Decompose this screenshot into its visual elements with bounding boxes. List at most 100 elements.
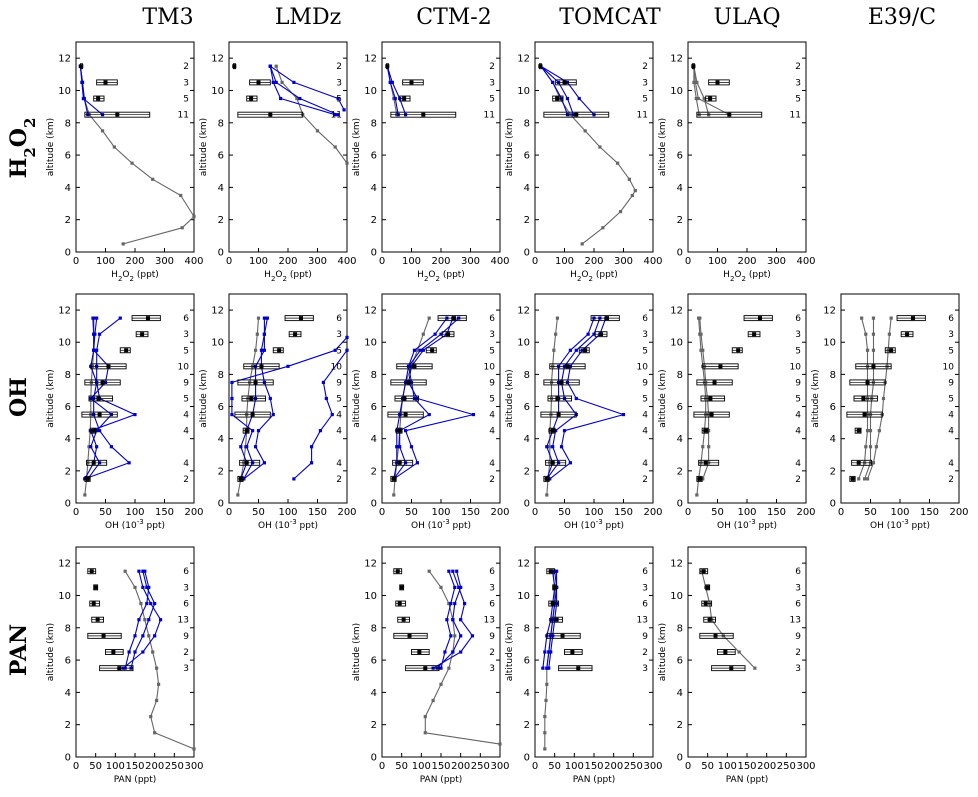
obs-median bbox=[256, 80, 261, 85]
model-marker bbox=[409, 445, 414, 449]
obs-median bbox=[865, 380, 870, 385]
model-marker bbox=[143, 569, 147, 573]
obs-median bbox=[715, 80, 720, 85]
obs-count-label: 10 bbox=[790, 362, 802, 372]
obs-count-label: 5 bbox=[489, 346, 495, 356]
y-tick-label: 12 bbox=[58, 559, 71, 570]
model-marker bbox=[271, 80, 275, 84]
obs-median bbox=[718, 364, 723, 369]
y-tick-label: 10 bbox=[823, 338, 836, 349]
y-axis-label: altitude (km) bbox=[199, 118, 209, 176]
y-tick-label: 2 bbox=[65, 215, 71, 226]
y-tick-label: 4 bbox=[65, 183, 71, 194]
model-marker bbox=[92, 332, 96, 336]
obs-count-label: 2 bbox=[489, 62, 495, 72]
y-axis-label: altitude (km) bbox=[352, 369, 362, 427]
model-marker bbox=[80, 80, 84, 84]
model-marker bbox=[871, 461, 876, 465]
model-marker bbox=[577, 96, 581, 101]
model-marker bbox=[137, 618, 141, 622]
panel-h2o2-ctm2: 0 100 200 300 400 0 2 4 6 8 10 12 H2O2 (ppt) altitude… bbox=[352, 41, 510, 283]
model-marker bbox=[133, 650, 137, 654]
y-tick-label: 6 bbox=[524, 402, 530, 413]
model-marker bbox=[92, 316, 96, 320]
y-tick-label: 0 bbox=[218, 248, 224, 259]
y-axis-label: altitude (km) bbox=[505, 118, 515, 176]
model-marker bbox=[453, 585, 457, 589]
model-marker bbox=[137, 569, 141, 573]
obs-median bbox=[293, 332, 298, 337]
x-tick-label: 100 bbox=[555, 256, 574, 267]
y-tick-label: 0 bbox=[65, 499, 71, 510]
model-marker bbox=[265, 316, 269, 320]
model-marker bbox=[256, 429, 261, 433]
y-tick-label: 2 bbox=[677, 215, 683, 226]
x-tick-label: 100 bbox=[125, 507, 144, 518]
model-marker bbox=[321, 380, 325, 385]
model-marker bbox=[318, 429, 323, 433]
obs-count-label: 5 bbox=[642, 346, 648, 356]
model-line bbox=[393, 317, 430, 496]
model-marker bbox=[544, 698, 548, 703]
obs-median bbox=[95, 617, 100, 622]
x-axis-label: PAN (ppt) bbox=[114, 775, 157, 785]
y-tick-label: 2 bbox=[371, 466, 377, 477]
model-marker bbox=[310, 445, 314, 449]
obs-count-label: 6 bbox=[489, 567, 495, 577]
y-tick-label: 8 bbox=[830, 370, 836, 381]
model-marker bbox=[545, 682, 549, 686]
x-tick-label: 400 bbox=[796, 256, 815, 267]
x-tick-label: 200 bbox=[604, 761, 623, 772]
obs-count-label: 6 bbox=[489, 600, 495, 610]
x-tick-label: 200 bbox=[584, 256, 603, 267]
obs-count-label: 2 bbox=[336, 62, 342, 72]
obs-count-label: 5 bbox=[183, 346, 189, 356]
obs-median bbox=[85, 476, 90, 481]
y-axis-label: altitude (km) bbox=[46, 623, 56, 681]
x-axis-label: PAN (ppt) bbox=[420, 775, 463, 785]
model-marker bbox=[868, 445, 873, 449]
model-marker bbox=[871, 316, 876, 320]
obs-count-label: 5 bbox=[795, 346, 801, 356]
y-tick-label: 12 bbox=[823, 306, 836, 317]
y-tick-label: 10 bbox=[364, 86, 377, 97]
obs-count-label: 11 bbox=[178, 111, 189, 121]
panel-pan-tm3: 0 50 100 150 200 250 300 0 2 4 6 8 10 12 PAN (ppt) alti… bbox=[46, 546, 204, 785]
model-marker bbox=[447, 601, 451, 606]
y-tick-label: 0 bbox=[677, 499, 683, 510]
obs-median bbox=[244, 428, 249, 433]
x-axis-label: H2O2 (ppt) bbox=[417, 270, 465, 283]
model-marker bbox=[292, 477, 296, 481]
plot-frame bbox=[687, 41, 807, 253]
obs-median bbox=[555, 396, 560, 401]
obs-median bbox=[556, 412, 561, 417]
model-marker bbox=[153, 731, 157, 735]
model-line bbox=[84, 318, 95, 496]
obs-count-label: 2 bbox=[642, 475, 648, 485]
obs-count-label: 9 bbox=[795, 632, 801, 642]
obs-median bbox=[406, 380, 411, 385]
model-line bbox=[124, 570, 195, 750]
obs-median bbox=[93, 585, 98, 590]
model-marker bbox=[180, 226, 184, 230]
y-tick-label: 12 bbox=[670, 559, 683, 570]
y-axis-label: altitude (km) bbox=[46, 118, 56, 176]
obs-count-label: 2 bbox=[489, 648, 495, 658]
obs-median bbox=[708, 96, 713, 101]
model-marker bbox=[627, 177, 631, 181]
y-tick-label: 6 bbox=[218, 151, 224, 162]
x-tick-label: 300 bbox=[767, 256, 786, 267]
model-line bbox=[696, 318, 707, 496]
x-tick-label: 250 bbox=[624, 761, 643, 772]
model-marker bbox=[459, 634, 463, 638]
y-tick-label: 6 bbox=[65, 656, 71, 667]
obs-median bbox=[451, 316, 456, 321]
model-marker bbox=[118, 316, 122, 320]
obs-count-label: 2 bbox=[795, 475, 801, 485]
model-marker bbox=[618, 210, 623, 214]
y-tick-label: 0 bbox=[524, 753, 530, 764]
model-marker bbox=[695, 493, 699, 497]
model-marker bbox=[262, 348, 266, 352]
model-marker bbox=[451, 569, 455, 573]
obs-count-label: 3 bbox=[795, 583, 801, 593]
